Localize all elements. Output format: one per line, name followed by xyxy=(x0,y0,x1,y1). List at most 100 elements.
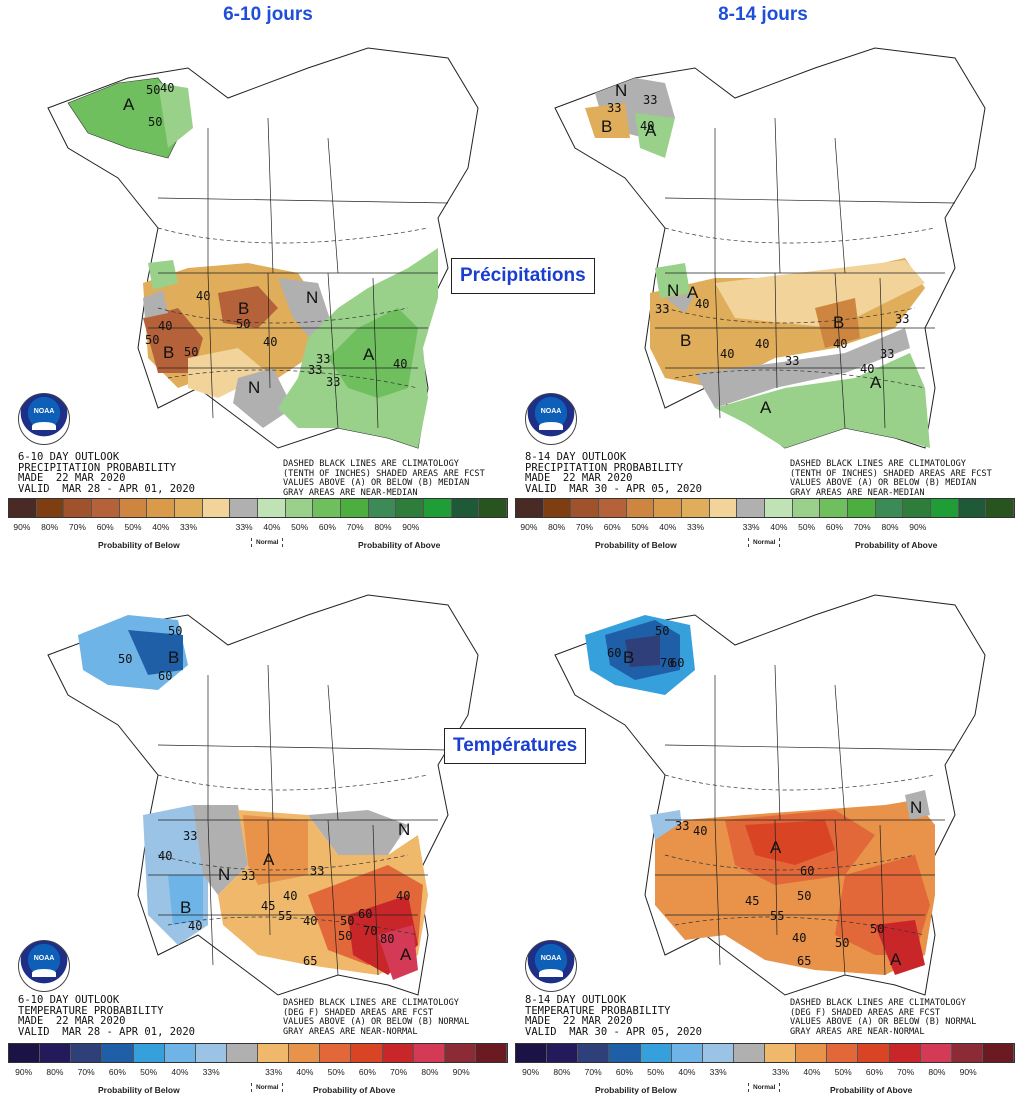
normal-label: Normal xyxy=(748,1083,781,1092)
precip-legend-right: 90% 80% 70% 60% 50% 40% 33% 33% 40% 50% 60% 70% 80% 9… xyxy=(515,498,1015,558)
temp-color-swatch xyxy=(765,1044,797,1062)
temp-pct-label: 60% xyxy=(615,1067,633,1077)
precip-6-10-letter: N xyxy=(248,378,260,397)
temp-color-swatch xyxy=(796,1044,828,1062)
above-label: Probability of Above xyxy=(855,540,938,550)
above-label: Probability of Above xyxy=(313,1085,396,1095)
precip-pct-label: 70% xyxy=(346,522,364,532)
precip-8-14-letter: N xyxy=(667,281,679,300)
temp-6-10-number: 45 xyxy=(261,899,275,913)
temp-8-14-letter: A xyxy=(770,838,782,857)
temp-pct-label: 50% xyxy=(140,1067,158,1077)
precip-6-10-letter: A xyxy=(123,95,135,114)
temp-pct-label: 90% xyxy=(452,1067,470,1077)
precip-pct-label: 60% xyxy=(96,522,114,532)
temp-6-10-number: 70 xyxy=(363,924,377,938)
temp-8-14-letter: N xyxy=(910,798,922,817)
temp-color-swatch xyxy=(164,1044,196,1062)
precip-8-14-letter: B xyxy=(601,117,612,136)
precip-pct-label: 90% xyxy=(13,522,31,532)
temp-color-swatch xyxy=(133,1044,165,1062)
precip-color-swatch xyxy=(36,499,65,517)
precip-8-14-note: DASHED BLACK LINES ARE CLIMATOLOGY (TENT… xyxy=(790,459,992,498)
temp-6-10-letter: B xyxy=(180,898,191,917)
precip-color-swatch xyxy=(9,499,37,517)
precip-6-10-number: 50 xyxy=(148,115,162,129)
precip-color-swatch xyxy=(571,499,600,517)
temp-pct-label: 80% xyxy=(928,1067,946,1077)
noaa-logo: NOAA xyxy=(525,940,577,992)
precip-color-bar xyxy=(8,498,508,518)
temp-6-10-number: 33 xyxy=(183,829,197,843)
normal-label: Normal xyxy=(251,538,284,547)
temp-color-swatch xyxy=(444,1044,476,1062)
temp-color-swatch xyxy=(858,1044,890,1062)
temp-color-swatch xyxy=(475,1044,507,1062)
temp-color-swatch xyxy=(982,1044,1014,1062)
precip-8-14-letter: B xyxy=(680,331,691,350)
precip-8-14-number: 40 xyxy=(720,347,734,361)
temp-color-swatch xyxy=(827,1044,859,1062)
precip-8-14-letter: B xyxy=(833,313,844,332)
precip-8-14-letter: A xyxy=(870,373,882,392)
precip-color-swatch xyxy=(986,499,1015,517)
temp-6-10-number: 40 xyxy=(188,919,202,933)
temp-8-14-number: 60 xyxy=(800,864,814,878)
temp-pct-label: 50% xyxy=(327,1067,345,1077)
precip-pct-label: 90% xyxy=(909,522,927,532)
precip-pct-label: 40% xyxy=(263,522,281,532)
precip-8-14-number: 40 xyxy=(833,337,847,351)
noaa-logo: NOAA xyxy=(525,393,577,445)
temp-8-14-outlook-text: 8-14 DAY OUTLOOK TEMPERATURE PROBABILITY… xyxy=(525,994,703,1038)
precip-pct-label: 80% xyxy=(374,522,392,532)
precip-color-swatch xyxy=(202,499,231,517)
precip-6-10-number: 50 xyxy=(146,83,160,97)
precip-6-10-number: 33 xyxy=(316,352,330,366)
temp-6-10-number: 50 xyxy=(340,914,354,928)
precip-color-swatch xyxy=(341,499,369,517)
precip-pct-label: 33% xyxy=(235,522,253,532)
precip-color-swatch xyxy=(368,499,397,517)
precip-6-10-number: 50 xyxy=(145,333,159,347)
temp-8-14-number: 50 xyxy=(655,624,669,638)
temp-pct-label: 70% xyxy=(584,1067,602,1077)
temp-color-swatch xyxy=(258,1044,290,1062)
temp-pct-row: 90% 80% 70% 60% 50% 40% 33% 33% 40% 50% 60% 70% 80% 9… xyxy=(8,1067,508,1079)
precip-pct-label: 70% xyxy=(575,522,593,532)
temp-8-14-number: 70 xyxy=(660,656,674,670)
precip-6-10-number: 40 xyxy=(263,335,277,349)
temp-8-14-number: 50 xyxy=(870,922,884,936)
temp-8-14-panel: B A N A 50 60 70 60 33 40 60 45 50 55 40… xyxy=(515,575,1015,1115)
precip-8-14-number: 40 xyxy=(755,337,769,351)
temp-8-14-number: 65 xyxy=(797,954,811,968)
precip-legend-left: 90% 80% 70% 60% 50% 40% 33% 33% 40% 50% 60% 70% 80% 9… xyxy=(8,498,508,558)
precip-6-10-number: 50 xyxy=(184,345,198,359)
precip-pct-label: 40% xyxy=(152,522,170,532)
precip-6-10-outlook-text: 6-10 DAY OUTLOOK PRECIPITATION PROBABILI… xyxy=(18,451,196,495)
temp-6-10-number: 65 xyxy=(303,954,317,968)
precip-color-swatch xyxy=(479,499,508,517)
temp-8-14-number: 55 xyxy=(770,909,784,923)
temp-pct-label: 33% xyxy=(772,1067,790,1077)
precip-color-swatch xyxy=(92,499,120,517)
temp-pct-label: 90% xyxy=(959,1067,977,1077)
precip-8-14-outlook-text: 8-14 DAY OUTLOOK PRECIPITATION PROBABILI… xyxy=(525,451,703,495)
temp-8-14-letter: B xyxy=(623,648,634,667)
temp-6-10-number: 40 xyxy=(303,914,317,928)
temp-pct-label: 90% xyxy=(15,1067,33,1077)
precip-pct-label: 33% xyxy=(742,522,760,532)
column-title-6-10: 6-10 jours xyxy=(223,4,313,25)
temp-color-swatch xyxy=(71,1044,103,1062)
temp-6-10-number: 40 xyxy=(396,889,410,903)
precip-pct-row: 90% 80% 70% 60% 50% 40% 33% 33% 40% 50% 60% 70% 80% 9… xyxy=(515,522,1015,534)
precip-pct-label: 70% xyxy=(853,522,871,532)
temp-6-10-letter: A xyxy=(400,945,412,964)
temp-pct-label: 40% xyxy=(296,1067,314,1077)
temp-pct-label: 70% xyxy=(897,1067,915,1077)
precip-6-10-panel: A B B N A N 50 40 50 40 50 50 40 50 33 4… xyxy=(8,28,508,568)
precip-6-10-letter: B xyxy=(238,299,249,318)
temp-6-10-map: B B A N N A 50 50 60 40 33 40 33 33 40 4… xyxy=(47,594,479,996)
temp-color-swatch xyxy=(702,1044,734,1062)
precip-color-swatch xyxy=(258,499,286,517)
precip-color-swatch xyxy=(396,499,425,517)
